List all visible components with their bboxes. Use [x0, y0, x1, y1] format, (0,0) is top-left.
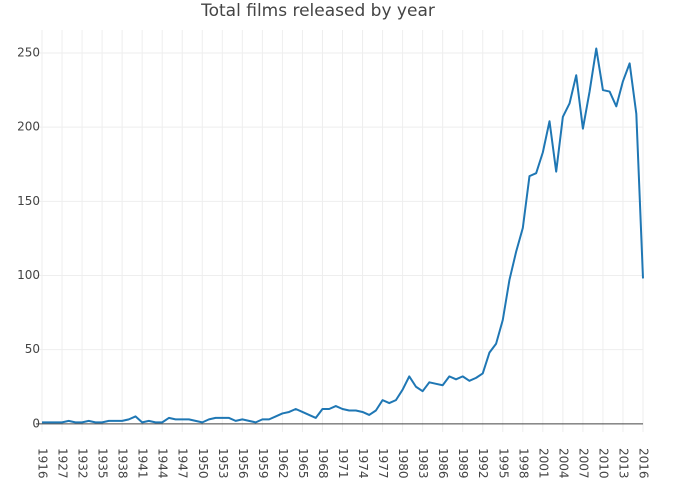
y-tick-label: 100 [17, 268, 40, 282]
x-tick-label: 1916 [36, 448, 50, 479]
x-tick-label: 1932 [76, 448, 90, 479]
x-tick-label: 1965 [296, 448, 310, 479]
x-tick-label: 2016 [637, 448, 651, 479]
x-tick-label: 2010 [596, 448, 610, 479]
x-tick-label: 1977 [376, 448, 390, 479]
x-tick-label: 1998 [516, 448, 530, 479]
x-tick-label: 1992 [476, 448, 490, 479]
x-tick-label: 1959 [256, 448, 270, 479]
x-tick-label: 1956 [236, 448, 250, 479]
x-tick-label: 1927 [56, 448, 70, 479]
x-tick-label: 1968 [316, 448, 330, 479]
x-tick-label: 1947 [176, 448, 190, 479]
x-tick-label: 1980 [396, 448, 410, 479]
x-tick-label: 2007 [576, 448, 590, 479]
x-tick-label: 1962 [276, 448, 290, 479]
x-tick-label: 1995 [496, 448, 510, 479]
x-tick-label: 2004 [556, 448, 570, 479]
y-tick-label: 150 [17, 194, 40, 208]
x-tick-label: 1986 [436, 448, 450, 479]
y-tick-label: 0 [32, 416, 40, 430]
x-tick-label: 1971 [336, 448, 350, 479]
x-tick-label: 1983 [416, 448, 430, 479]
x-tick-label: 1953 [216, 448, 230, 479]
x-tick-label: 1941 [136, 448, 150, 479]
y-tick-label: 50 [25, 342, 40, 356]
line-series [42, 47, 644, 424]
x-tick-label: 1989 [456, 448, 470, 479]
x-tick-label: 2001 [536, 448, 550, 479]
y-tick-label: 200 [17, 120, 40, 134]
chart-title: Total films released by year [200, 1, 435, 21]
x-tick-label: 1974 [356, 448, 370, 479]
x-tick-label: 1944 [156, 448, 170, 479]
x-tick-label: 1950 [196, 448, 210, 479]
x-tick-label: 1935 [96, 448, 110, 479]
x-tick-label: 1938 [116, 448, 130, 479]
y-tick-label: 250 [17, 45, 40, 59]
x-tick-label: 2013 [616, 448, 630, 479]
